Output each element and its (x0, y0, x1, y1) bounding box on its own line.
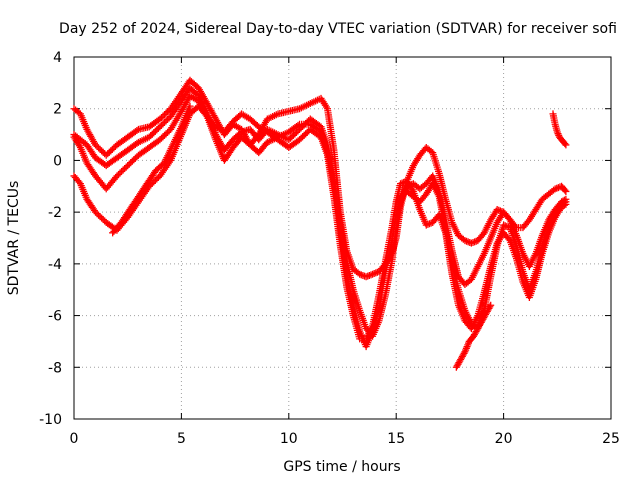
chart-title: Day 252 of 2024, Sidereal Day-to-day VTE… (59, 21, 617, 37)
data-point (294, 121, 302, 129)
series-track-1 (70, 76, 570, 281)
y-tick-label: -10 (39, 412, 62, 428)
y-tick-label: 2 (53, 102, 62, 118)
data-point (487, 301, 495, 309)
x-tick-label: 0 (70, 431, 79, 447)
x-tick-label: 5 (177, 431, 186, 447)
data-point (505, 235, 513, 243)
data-point (133, 127, 141, 135)
y-tick-label: -2 (48, 205, 62, 221)
series-track-6 (452, 301, 495, 371)
data-point (562, 141, 570, 149)
marks (70, 76, 570, 371)
data-point (560, 201, 568, 209)
x-tick-label: 15 (387, 431, 405, 447)
data-point (562, 187, 570, 195)
y-tick-label: -8 (48, 360, 62, 376)
series-track-4 (70, 102, 570, 343)
x-tick-label: 25 (602, 431, 620, 447)
plot-frame (73, 56, 612, 420)
data-point (561, 186, 569, 194)
data-point (186, 102, 194, 110)
x-tick-label: 10 (280, 431, 298, 447)
y-tick-label: -4 (48, 257, 62, 273)
y-axis-label: SDTVAR / TECUs (6, 181, 22, 296)
x-axis-label: GPS time / hours (283, 459, 400, 475)
series-track-5 (109, 102, 194, 237)
ticks: 0 5 10 15 20 25 -10 -8 -6 -4 -2 0 2 4 (39, 50, 620, 447)
y-tick-label: 0 (53, 153, 62, 169)
x-tick-label: 20 (495, 431, 513, 447)
series-track-7 (549, 110, 570, 149)
data-point (561, 140, 569, 148)
data-point (460, 349, 468, 357)
y-tick-label: -6 (48, 309, 62, 325)
data-point (562, 200, 570, 208)
data-point (486, 303, 494, 311)
y-tick-label: 4 (53, 50, 62, 66)
